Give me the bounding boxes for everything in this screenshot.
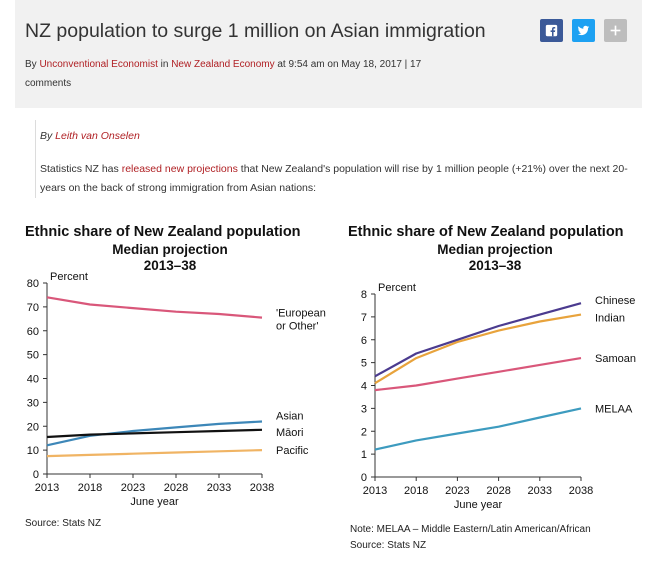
twitter-icon bbox=[577, 25, 590, 36]
author-line: By Leith van Onselen bbox=[40, 130, 140, 142]
chart0-y-tick-label: 0 bbox=[33, 469, 39, 481]
chart0-y-tick-label: 70 bbox=[27, 302, 39, 314]
article-body bbox=[15, 108, 642, 200]
chart1-y-tick-label: 1 bbox=[361, 449, 367, 461]
projections-link[interactable]: released new projections bbox=[121, 163, 238, 175]
intro-before: Statistics NZ has bbox=[40, 163, 122, 175]
byline-time: at 9:54 am on May 18, 2017 | 17 comments bbox=[25, 59, 422, 89]
facebook-share-button[interactable] bbox=[540, 19, 563, 42]
chart0-series-line bbox=[46, 296, 263, 319]
chart-area: Ethnic share of New Zealand population M… bbox=[0, 206, 664, 568]
chart-left-title: Ethnic share of New Zealand population bbox=[25, 224, 301, 240]
chart-left-subtitle: Median projection bbox=[112, 242, 228, 257]
chart1-x-tick-label: 2018 bbox=[404, 485, 428, 497]
chart0-y-tick-label: 80 bbox=[27, 278, 39, 290]
chart1-x-tick-label: 2038 bbox=[569, 485, 593, 497]
chart1-y-label: Percent bbox=[378, 282, 416, 294]
chart1-y-tick-label: 3 bbox=[361, 403, 367, 415]
article-divider bbox=[35, 120, 36, 198]
chart0-series-line bbox=[46, 428, 263, 439]
post-title: NZ population to surge 1 million on Asia… bbox=[25, 20, 486, 42]
plus-icon bbox=[610, 25, 621, 36]
chart1-x-tick-label: 2013 bbox=[363, 485, 387, 497]
chart0-x-tick-label: 2023 bbox=[121, 482, 145, 494]
chart1-y-tick-label: 5 bbox=[361, 358, 367, 370]
chart-right-subtitle: Median projection bbox=[437, 242, 553, 257]
post-header bbox=[15, 0, 642, 108]
chart-left-source: Source: Stats NZ bbox=[25, 518, 102, 529]
chart0-series-line bbox=[46, 420, 263, 447]
post-byline: By Unconventional Economist in New Zeala… bbox=[25, 55, 465, 93]
chart0-x-tick-label: 2018 bbox=[78, 482, 102, 494]
facebook-icon bbox=[545, 24, 558, 37]
author-by: By bbox=[40, 130, 56, 142]
chart0-y-label: Percent bbox=[50, 271, 88, 283]
byline-by: By bbox=[25, 59, 40, 70]
chart0-series-label: or Other' bbox=[276, 321, 318, 333]
intro-after: that New Zealand's population will rise … bbox=[40, 163, 628, 194]
chart1-x-tick-label: 2023 bbox=[445, 485, 469, 497]
chart1-series-line bbox=[374, 357, 582, 392]
chart1-y-tick-label: 7 bbox=[361, 312, 367, 324]
chart0-series-label: Asian bbox=[276, 410, 304, 422]
chart0-y-tick-label: 10 bbox=[27, 445, 39, 457]
chart1-series-line bbox=[374, 407, 582, 451]
chart-left-plot: Percent 0 10 20 30 40 50 60 70 80 2013 2018 2023 2028… bbox=[27, 271, 326, 508]
chart0-y-tick-label: 60 bbox=[27, 326, 39, 338]
chart1-y-tick-label: 2 bbox=[361, 426, 367, 438]
chart-left-period: 2013–38 bbox=[143, 258, 197, 273]
chart0-series-label: Māori bbox=[276, 427, 304, 439]
author-link[interactable]: Leith van Onselen bbox=[55, 130, 140, 142]
chart-right-note: Note: MELAA – Middle Eastern/Latin Ameri… bbox=[350, 524, 591, 535]
byline-category-link[interactable]: New Zealand Economy bbox=[171, 59, 275, 70]
chart1-series-label: MELAA bbox=[595, 403, 633, 415]
chart1-y-tick-label: 4 bbox=[361, 381, 367, 393]
intro-paragraph: Statistics NZ has released new projectio… bbox=[40, 160, 640, 198]
chart1-series-line bbox=[374, 313, 582, 385]
chart1-series-line bbox=[374, 302, 582, 378]
chart0-series-label: 'European bbox=[276, 308, 326, 320]
chart0-x-tick-label: 2013 bbox=[35, 482, 59, 494]
chart0-series-label: Pacific bbox=[276, 445, 309, 457]
chart0-x-tick-label: 2033 bbox=[207, 482, 231, 494]
chart0-y-tick-label: 20 bbox=[27, 421, 39, 433]
more-share-button[interactable] bbox=[604, 19, 627, 42]
chart0-x-label: June year bbox=[130, 496, 179, 508]
chart0-y-tick-label: 30 bbox=[27, 397, 39, 409]
chart1-y-tick-label: 6 bbox=[361, 335, 367, 347]
byline-in: in bbox=[157, 59, 172, 70]
chart-right-source: Source: Stats NZ bbox=[350, 540, 427, 551]
chart0-y-tick-label: 40 bbox=[27, 374, 39, 386]
chart-right-period: 2013–38 bbox=[468, 258, 522, 273]
chart0-y-tick-label: 50 bbox=[27, 350, 39, 362]
chart1-x-label: June year bbox=[454, 499, 503, 511]
chart1-y-tick-label: 8 bbox=[361, 289, 367, 301]
chart1-y-tick-label: 0 bbox=[361, 472, 367, 484]
chart1-x-tick-label: 2033 bbox=[528, 485, 552, 497]
chart1-x-tick-label: 2028 bbox=[486, 485, 510, 497]
chart-right-plot: Percent 0 1 2 3 4 5 6 7 8 2013 2018 2023 2028 2033 2038… bbox=[361, 282, 636, 511]
chart1-series-label: Samoan bbox=[595, 353, 636, 365]
byline-author-link[interactable]: Unconventional Economist bbox=[39, 59, 158, 70]
chart1-series-label: Indian bbox=[595, 313, 625, 325]
chart0-x-tick-label: 2028 bbox=[164, 482, 188, 494]
chart1-series-label: Chinese bbox=[595, 295, 635, 307]
twitter-share-button[interactable] bbox=[572, 19, 595, 42]
chart-right-title: Ethnic share of New Zealand population bbox=[348, 224, 624, 240]
chart0-x-tick-label: 2038 bbox=[250, 482, 274, 494]
chart0-series-line bbox=[46, 449, 263, 458]
